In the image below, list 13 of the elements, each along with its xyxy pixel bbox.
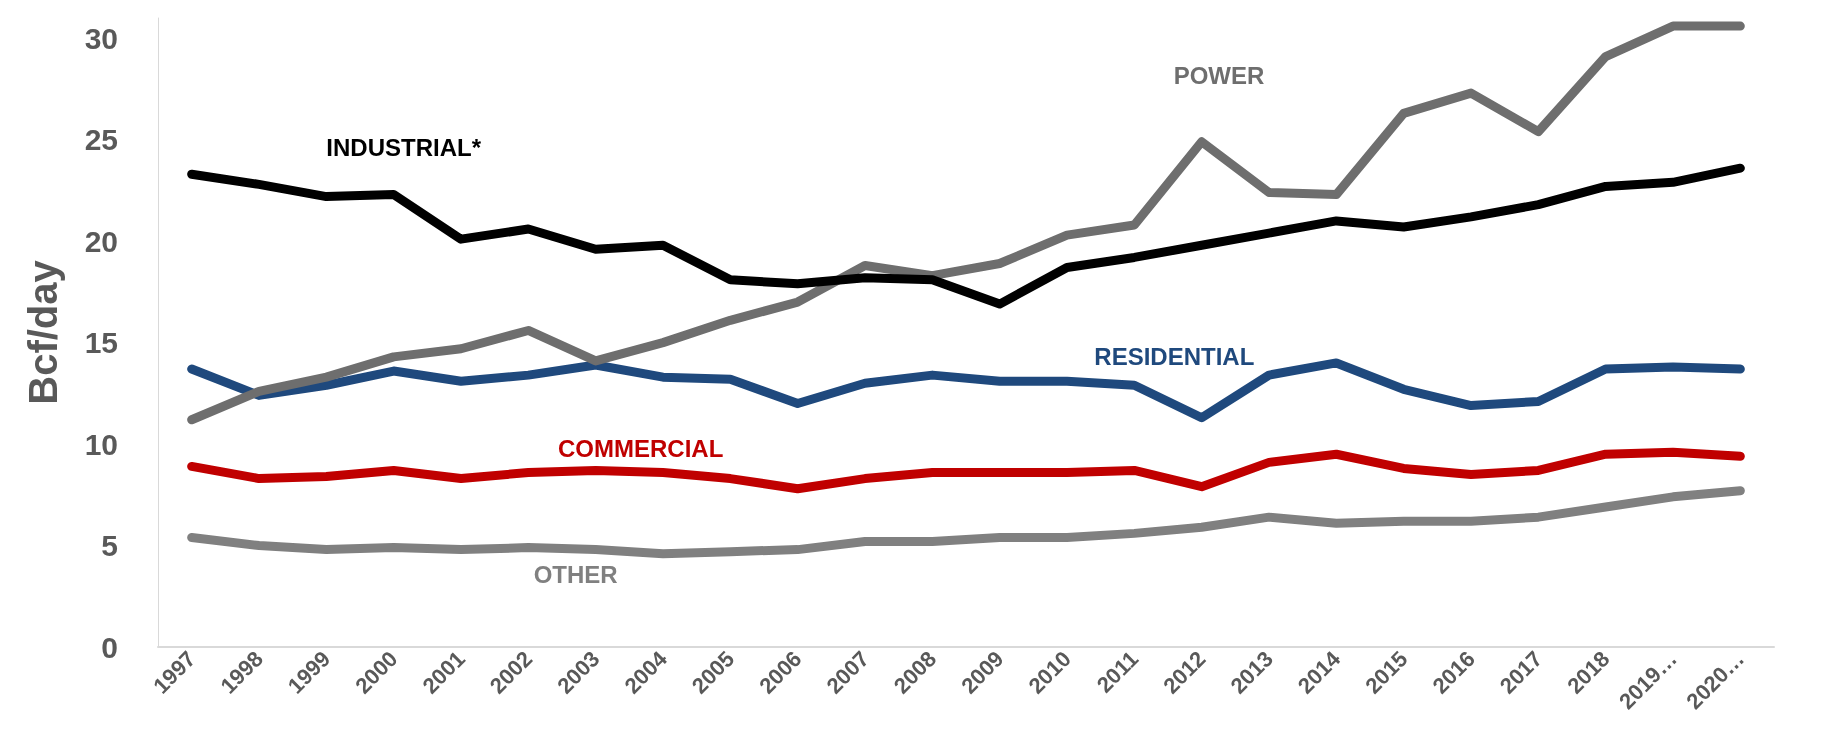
y-tick-label: 30: [84, 21, 118, 55]
y-tick-label: 0: [101, 630, 118, 664]
series-label: RESIDENTIAL: [1094, 342, 1255, 370]
y-tick-label: 10: [84, 427, 118, 461]
series-label: OTHER: [533, 561, 618, 589]
y-tick-label: 20: [84, 224, 118, 258]
series-label: INDUSTRIAL*: [326, 134, 482, 162]
y-tick-label: 25: [84, 123, 118, 157]
y-tick-label: 15: [84, 326, 118, 360]
text: POWER: [1173, 62, 1265, 89]
series-label: COMMERCIAL: [558, 434, 724, 462]
y-axis-title: Bcf/day: [21, 259, 65, 405]
y-tick-label: 5: [101, 529, 118, 563]
